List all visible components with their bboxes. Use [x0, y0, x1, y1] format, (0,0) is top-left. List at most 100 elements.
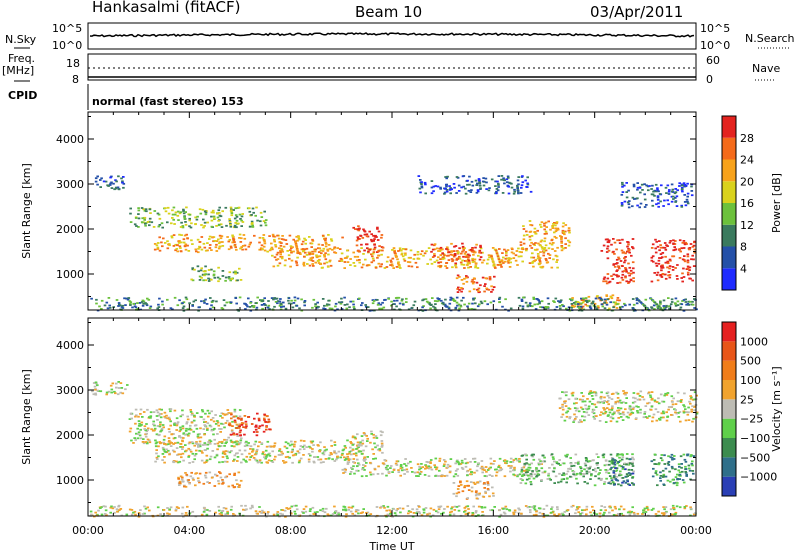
echo-cell [230, 450, 233, 452]
echo-cell [586, 467, 589, 469]
echo-cell [395, 256, 398, 258]
echo-cell [274, 301, 278, 303]
echo-cell [419, 191, 422, 194]
echo-cell [605, 282, 609, 285]
echo-cell [352, 262, 356, 264]
echo-cell [186, 433, 189, 436]
echo-cell [198, 449, 201, 452]
echo-cell [203, 302, 206, 304]
echo-cell [574, 453, 578, 456]
echo-cell [114, 392, 117, 395]
echo-cell [541, 306, 544, 309]
echo-cell [529, 483, 533, 486]
echo-cell [561, 225, 565, 228]
echo-cell [294, 241, 297, 243]
echo-cell [449, 299, 452, 301]
echo-cell [235, 427, 238, 429]
echo-cell [357, 229, 361, 232]
echo-cell [141, 304, 145, 307]
echo-cell [492, 300, 496, 303]
echo-cell [259, 247, 263, 250]
echo-cell [270, 445, 273, 448]
echo-cell [179, 428, 183, 431]
echo-cell [261, 307, 264, 310]
echo-cell [564, 247, 567, 249]
echo-cell [213, 240, 217, 242]
echo-cell [562, 247, 565, 250]
echo-cell [205, 454, 209, 457]
echo-cell [512, 252, 515, 255]
echo-cell [613, 241, 617, 244]
echo-cell [265, 426, 268, 428]
echo-cell [435, 247, 439, 250]
echo-cell [311, 450, 314, 453]
echo-cell [251, 224, 254, 227]
echo-cell [221, 210, 224, 213]
echo-cell [591, 300, 595, 303]
echo-cell [485, 475, 488, 478]
echo-cell [564, 224, 568, 226]
echo-cell [334, 305, 337, 308]
echo-cell [128, 300, 132, 303]
echo-cell [194, 299, 197, 302]
echo-cell [194, 484, 197, 487]
echo-cell [311, 440, 315, 443]
echo-cell [497, 175, 501, 177]
echo-cell [683, 243, 687, 246]
echo-cell [602, 280, 605, 283]
echo-cell [271, 450, 274, 453]
echo-cell [467, 308, 471, 311]
echo-cell [670, 301, 674, 303]
echo-cell [419, 471, 423, 473]
echo-cell [333, 512, 336, 514]
echo-cell [568, 416, 572, 418]
echo-cell [137, 415, 140, 418]
echo-cell [160, 428, 164, 430]
echo-cell [319, 249, 323, 252]
echo-cell [555, 221, 559, 223]
echo-cell [307, 453, 311, 455]
echo-cell [297, 252, 300, 255]
echo-cell [677, 469, 680, 472]
echo-cell [295, 504, 298, 507]
echo-cell [603, 511, 606, 514]
echo-cell [627, 203, 631, 206]
echo-cell [133, 437, 136, 439]
echo-cell [276, 302, 279, 305]
echo-cell [402, 258, 406, 261]
echo-cell [486, 303, 489, 306]
echo-cell [165, 448, 168, 451]
echo-cell [445, 246, 449, 249]
echo-cell [448, 302, 452, 305]
echo-band [351, 430, 384, 455]
echo-cell [139, 509, 142, 511]
echo-cell [557, 481, 560, 484]
echo-cell [161, 245, 164, 248]
echo-cell [691, 303, 695, 306]
echo-cell [611, 405, 614, 408]
echo-cell [599, 479, 603, 481]
echo-cell [657, 397, 660, 400]
echo-cell [498, 457, 502, 460]
echo-cell [577, 511, 580, 514]
echo-cell [460, 287, 463, 289]
echo-cell [556, 506, 559, 508]
echo-cell [210, 278, 213, 281]
echo-cell [684, 241, 688, 244]
echo-cell [586, 304, 589, 307]
echo-cell [202, 482, 206, 485]
echo-cell [677, 412, 680, 414]
echo-cell [328, 454, 332, 457]
echo-cell [617, 407, 620, 409]
echo-cell [153, 427, 157, 430]
echo-cell [300, 309, 304, 312]
echo-cell [484, 177, 488, 180]
echo-cell [563, 402, 567, 404]
echo-cell [516, 184, 519, 187]
echo-cell [166, 240, 169, 243]
echo-cell [664, 475, 668, 478]
echo-cell [111, 382, 115, 385]
echo-cell [351, 435, 355, 438]
echo-cell [252, 431, 256, 433]
echo-cell [291, 454, 295, 457]
